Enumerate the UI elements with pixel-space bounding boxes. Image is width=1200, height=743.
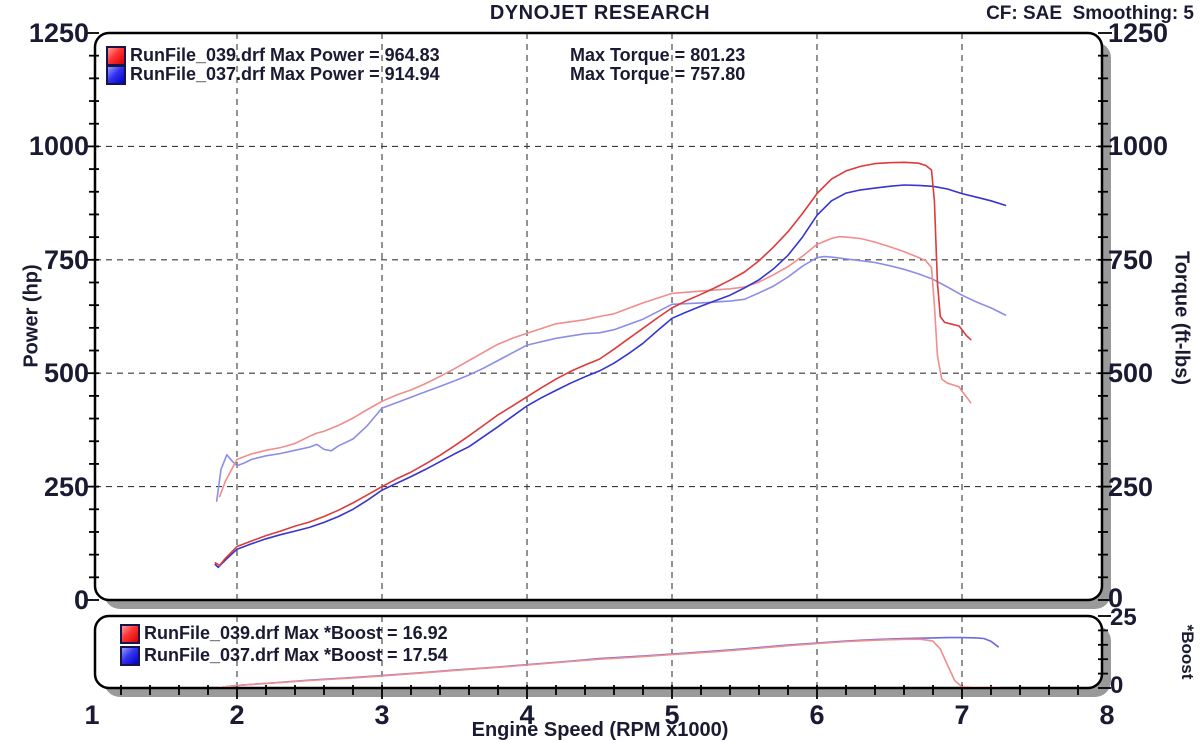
power-tick-0: 0 — [73, 585, 89, 615]
power-tick-750: 750 — [43, 245, 89, 275]
dyno-curve-torque_blue — [215, 255, 1007, 502]
power-tick-500: 500 — [43, 358, 89, 388]
boost-curve-boost_red — [218, 638, 1001, 687]
x-tick-1: 1 — [84, 700, 100, 730]
main-gridlines — [96, 34, 1101, 599]
boost-gridlines — [236, 617, 963, 687]
torque-tick-1250: 1250 — [1108, 18, 1169, 48]
dyno-curve-power_blue — [214, 184, 1007, 569]
torque-axis-title: Torque (ft-lbs) — [1170, 250, 1193, 386]
correction-smoothing-label: CF: SAE Smoothing: 5 — [986, 3, 1194, 24]
x-tick-8: 8 — [1099, 700, 1115, 730]
boost-tick-25: 25 — [1110, 604, 1137, 631]
boost-plot-panel-frame — [93, 614, 1104, 690]
page-title: DYNOJET RESEARCH — [489, 2, 711, 24]
x-tick-6: 6 — [809, 700, 825, 730]
power-axis-title: Power (hp) — [20, 264, 43, 368]
x-axis-title: Engine Speed (RPM x1000) — [471, 719, 729, 741]
torque-tick-750: 750 — [1108, 245, 1154, 275]
dyno-curve-torque_red — [218, 235, 972, 498]
boost-axis-title: *Boost — [1178, 624, 1197, 680]
x-tick-2: 2 — [229, 700, 245, 730]
torque-tick-500: 500 — [1108, 358, 1154, 388]
power-tick-1000: 1000 — [28, 131, 89, 161]
x-tick-4: 4 — [519, 700, 535, 730]
power-tick-1250: 1250 — [28, 18, 89, 48]
x-tick-5: 5 — [664, 700, 680, 730]
torque-tick-0: 0 — [1108, 583, 1124, 613]
power-tick-250: 250 — [43, 472, 89, 502]
torque-tick-1000: 1000 — [1108, 131, 1169, 161]
dyno-curve-power_red — [214, 161, 972, 567]
torque-tick-250: 250 — [1108, 472, 1154, 502]
x-tick-7: 7 — [954, 700, 970, 730]
boost-tick-0: 0 — [1110, 672, 1124, 699]
x-tick-3: 3 — [374, 700, 390, 730]
